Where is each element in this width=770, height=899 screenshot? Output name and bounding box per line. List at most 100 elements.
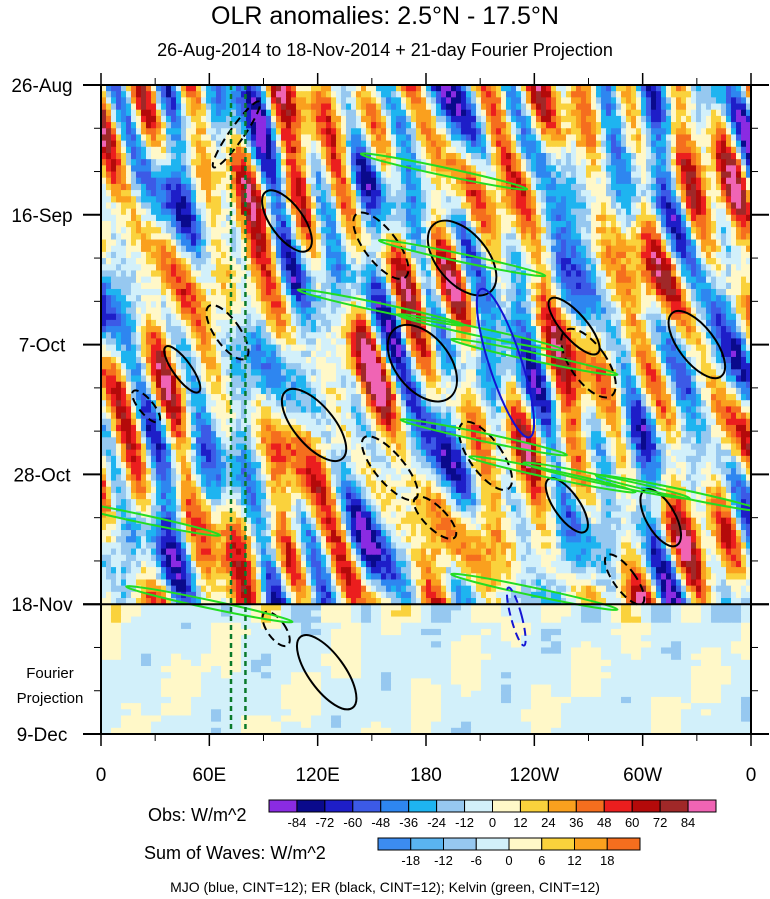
obs-cell xyxy=(486,307,492,315)
obs-cell xyxy=(146,177,152,185)
obs-cell xyxy=(741,91,747,98)
obs-cell xyxy=(361,220,367,228)
obs-cell xyxy=(426,270,432,278)
obs-cell xyxy=(216,307,222,315)
obs-cell xyxy=(586,202,592,210)
obs-cell xyxy=(636,270,642,278)
obs-cell xyxy=(296,109,302,117)
obs-cell xyxy=(411,91,417,98)
obs-cell xyxy=(486,239,492,247)
obs-cell xyxy=(426,220,432,228)
obs-cell xyxy=(701,220,707,228)
obs-cell xyxy=(461,270,467,278)
obs-cell xyxy=(266,190,272,197)
obs-cell xyxy=(211,115,217,123)
obs-cell xyxy=(416,140,422,148)
obs-cell xyxy=(461,134,467,142)
obs-cell xyxy=(746,109,751,117)
obs-cell xyxy=(711,245,717,253)
obs-cell xyxy=(106,177,112,185)
obs-cell xyxy=(566,97,572,105)
obs-cell xyxy=(566,307,572,315)
obs-cell xyxy=(531,128,537,136)
obs-cell xyxy=(161,258,167,265)
obs-cell xyxy=(396,270,402,278)
obs-cell xyxy=(546,264,552,272)
obs-cell xyxy=(156,177,162,185)
obs-cell xyxy=(326,109,332,117)
obs-cell xyxy=(351,282,357,290)
obs-cell xyxy=(606,301,612,309)
obs-cell xyxy=(671,183,677,191)
obs-cell xyxy=(241,103,247,111)
obs-cell xyxy=(151,97,157,105)
obs-cell xyxy=(206,239,212,247)
obs-cell xyxy=(501,85,507,92)
obs-cell xyxy=(181,288,187,296)
obs-cell xyxy=(431,159,437,166)
obs-cell xyxy=(541,307,547,315)
obs-cell xyxy=(731,115,737,123)
obs-cell xyxy=(746,239,751,247)
obs-cell xyxy=(316,165,322,173)
obs-cell xyxy=(491,128,497,136)
obs-cell xyxy=(226,313,232,321)
obs-cell xyxy=(191,301,197,309)
obs-cell xyxy=(726,313,732,321)
obs-cell xyxy=(416,295,422,302)
obs-cell xyxy=(126,227,132,234)
obs-cell xyxy=(611,109,617,117)
obs-cell xyxy=(291,171,297,179)
obs-cell xyxy=(201,128,207,136)
obs-cell xyxy=(461,239,467,247)
obs-cell xyxy=(366,319,372,327)
obs-cell xyxy=(161,301,167,309)
obs-cell xyxy=(131,165,137,173)
obs-cell xyxy=(591,146,597,154)
obs-cell xyxy=(166,208,172,216)
obs-cell xyxy=(331,313,337,321)
obs-cell xyxy=(106,134,112,142)
obs-cell xyxy=(226,140,232,148)
obs-cell xyxy=(166,177,172,185)
obs-cell xyxy=(416,233,422,241)
obs-cell xyxy=(286,171,292,179)
obs-cell xyxy=(496,103,502,111)
obs-cell xyxy=(546,282,552,290)
obs-cell xyxy=(481,91,487,98)
obs-cell xyxy=(456,159,462,166)
obs-cell xyxy=(691,202,697,210)
obs-cell xyxy=(556,109,562,117)
obs-cell xyxy=(521,214,527,222)
obs-cell xyxy=(361,319,367,327)
obs-cell xyxy=(311,295,317,302)
obs-cell xyxy=(151,239,157,247)
obs-cell xyxy=(411,227,417,234)
obs-cell xyxy=(361,258,367,265)
obs-cell xyxy=(416,208,422,216)
obs-cell xyxy=(486,146,492,154)
obs-cell xyxy=(411,146,417,154)
obs-cell xyxy=(146,307,152,315)
obs-cell xyxy=(506,245,512,253)
obs-cell xyxy=(466,214,472,222)
obs-cell xyxy=(561,214,567,222)
obs-cell xyxy=(531,288,537,296)
obs-cell xyxy=(226,233,232,241)
obs-cell xyxy=(161,239,167,247)
obs-cell xyxy=(231,270,237,278)
obs-cell xyxy=(656,270,662,278)
obs-cell xyxy=(611,202,617,210)
obs-cell xyxy=(416,282,422,290)
obs-cell xyxy=(691,183,697,191)
obs-cell xyxy=(676,109,682,117)
obs-cell xyxy=(276,258,282,265)
obs-cell xyxy=(626,103,632,111)
obs-cell xyxy=(176,313,182,321)
obs-cell xyxy=(206,282,212,290)
obs-cell xyxy=(656,239,662,247)
obs-cell xyxy=(516,307,522,315)
obs-cell xyxy=(391,146,397,154)
obs-cell xyxy=(176,171,182,179)
obs-cell xyxy=(481,282,487,290)
